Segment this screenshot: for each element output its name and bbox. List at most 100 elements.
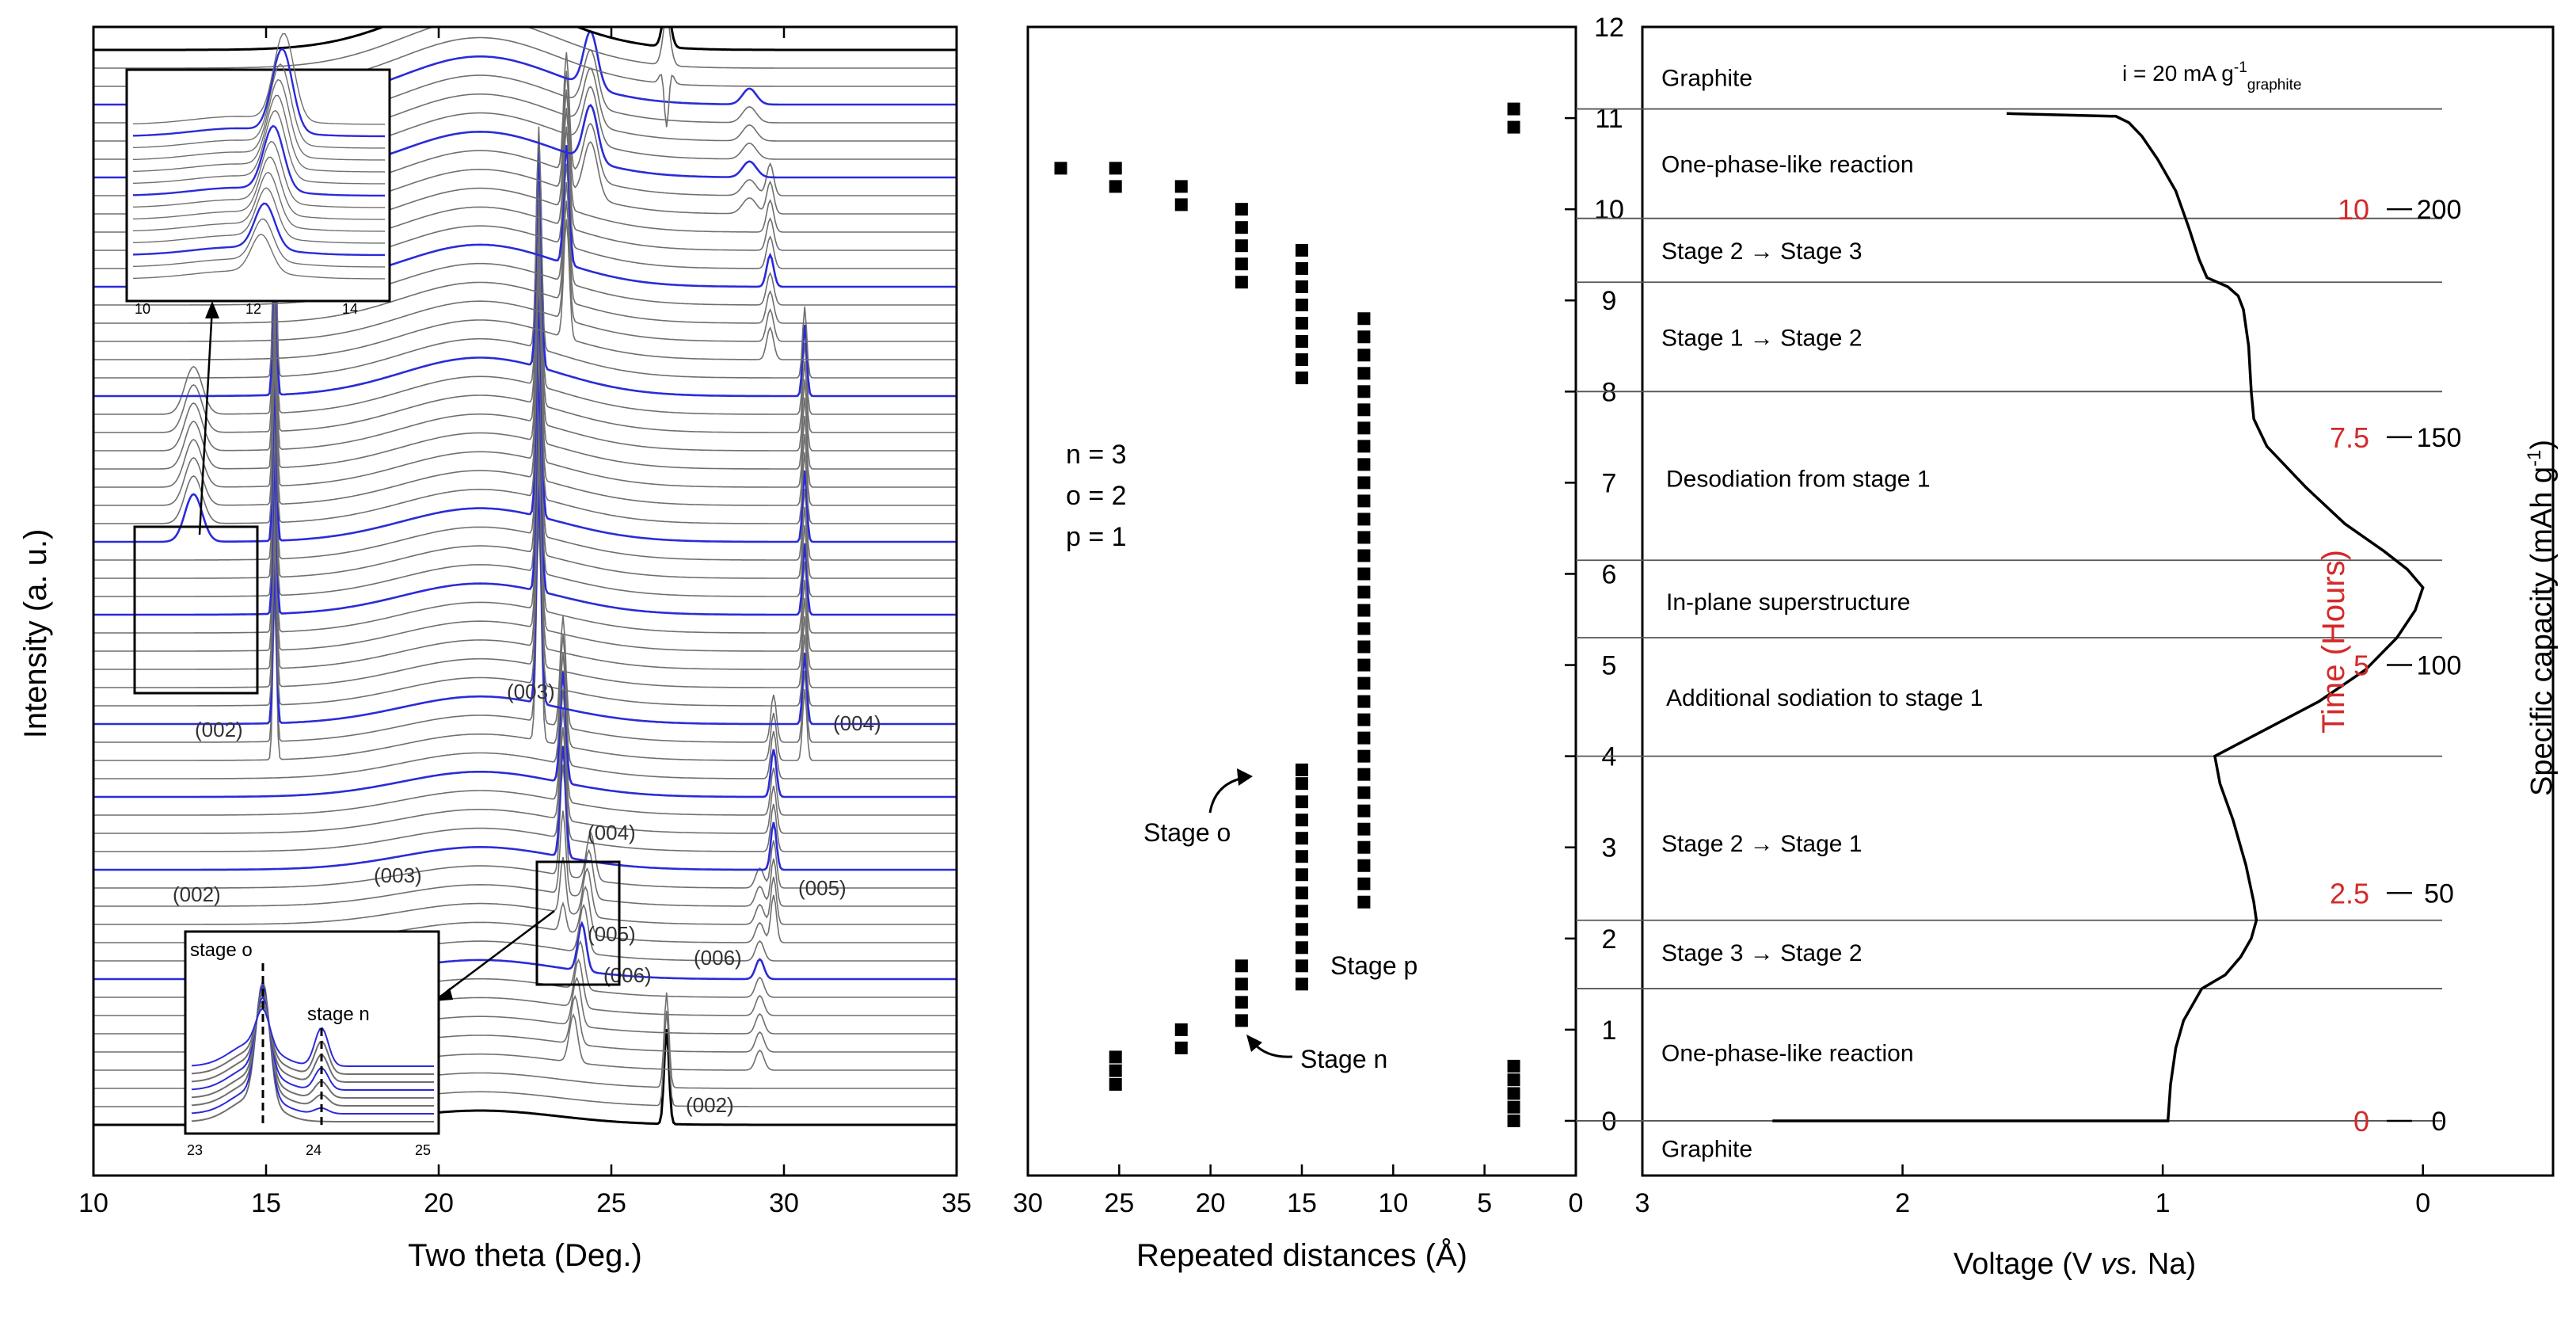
voltage-curve — [1772, 112, 2425, 1122]
step-tick-label: 1 — [1602, 1016, 1617, 1046]
time-axis-label: Time (Hours) — [2316, 550, 2351, 734]
distance-point — [1109, 1064, 1122, 1077]
xrd-trace — [93, 126, 957, 379]
inset-trace — [133, 124, 386, 197]
xrd-trace — [93, 671, 957, 798]
region-label: Graphite — [1661, 65, 1752, 91]
xrd-panel: 10 15 20 25 30 35 Two theta (Deg.) Intensity … — [18, 25, 972, 1273]
peak-label: (003) — [507, 680, 555, 703]
voltage-frame — [1641, 25, 2555, 1177]
capacity-tick-label: 150 — [2417, 423, 2462, 453]
distance-point — [1357, 476, 1371, 490]
inset-trace — [133, 202, 386, 257]
distance-point — [1296, 923, 1308, 936]
distance-point — [1357, 585, 1371, 599]
inset-trace — [191, 999, 434, 1083]
xrd-trace — [93, 369, 957, 616]
distance-point — [1235, 239, 1248, 253]
inset-trace — [191, 995, 434, 1091]
distance-point — [1357, 549, 1371, 562]
stage-p-annotation: Stage p — [1330, 951, 1417, 980]
xrd-trace — [93, 219, 957, 470]
distance-point — [1296, 317, 1308, 330]
step-tick-label: 0 — [1602, 1107, 1617, 1137]
xrd-trace — [93, 163, 957, 415]
distance-point — [1357, 312, 1371, 326]
step-tick-label: 4 — [1602, 742, 1617, 772]
distance-point — [1235, 203, 1248, 216]
xrd-trace — [93, 727, 957, 852]
distance-point — [1357, 804, 1371, 817]
time-tick-label: 10 — [2338, 193, 2369, 226]
distance-point — [1296, 335, 1308, 349]
distance-point — [1235, 996, 1248, 1009]
step-tick-label: 6 — [1602, 559, 1617, 589]
distance-point — [1357, 567, 1371, 581]
step-tick-label: 9 — [1602, 286, 1617, 316]
distance-point — [1357, 768, 1371, 781]
distance-point — [1357, 367, 1371, 380]
voltage-tick-label: 2 — [1895, 1188, 1910, 1218]
xrd-trace — [93, 27, 957, 51]
distance-point — [1507, 120, 1520, 134]
region-label: Additional sodiation to stage 1 — [1666, 685, 1983, 711]
xrd-trace — [93, 27, 957, 69]
peak-label: (002) — [686, 1093, 734, 1117]
note-text: i = 20 mA g — [2122, 61, 2234, 86]
time-tick-label: 2.5 — [2330, 877, 2369, 909]
xrd-tick-label: 10 — [78, 1188, 108, 1218]
capacity-label-part: ) — [2525, 440, 2559, 450]
peak-label: (005) — [588, 922, 636, 946]
distance-point — [1296, 372, 1308, 385]
xrd-trace — [93, 653, 957, 779]
low-angle-highlight-box — [133, 525, 259, 695]
distance-point — [1296, 905, 1308, 918]
inset-trace — [133, 109, 386, 185]
distance-tick-label: 15 — [1287, 1188, 1317, 1218]
peak-label: (006) — [603, 963, 652, 987]
capacity-tick-label: 50 — [2424, 878, 2454, 909]
distance-point — [1507, 1073, 1520, 1087]
inset-trace — [191, 982, 434, 1115]
peak-label: (004) — [833, 711, 881, 735]
step-tick-label: 2 — [1602, 924, 1617, 955]
distance-point — [1357, 877, 1371, 890]
distance-tick-label: 25 — [1104, 1188, 1134, 1218]
region-label: Stage 2 → Stage 3 — [1661, 238, 1863, 265]
distance-point — [1296, 777, 1308, 791]
peak-label: (005) — [798, 876, 847, 900]
inset-trace — [133, 171, 386, 232]
inset-trace — [133, 94, 386, 173]
distance-point — [1235, 959, 1248, 973]
time-tick-label: 7.5 — [2330, 421, 2369, 454]
region-label: Stage 2 → Stage 1 — [1661, 831, 1863, 857]
distance-point — [1357, 531, 1371, 544]
xrd-tick-label: 15 — [251, 1188, 281, 1218]
distance-point — [1357, 458, 1371, 471]
distance-point — [1507, 1059, 1520, 1073]
voltage-ticks: 3 2 1 0 — [1635, 1164, 2430, 1218]
current-density-note: i = 20 mA g-1graphite — [2122, 59, 2301, 93]
distance-point — [1235, 977, 1248, 991]
inset-trace — [191, 978, 434, 1122]
xrd-trace — [93, 182, 957, 433]
xrd-trace — [93, 708, 957, 834]
xrd-trace — [93, 406, 957, 652]
note-sup: -1 — [2234, 59, 2247, 76]
distance-point — [1296, 941, 1308, 955]
distance-point — [1296, 959, 1308, 973]
xrd-trace — [93, 500, 957, 743]
peak-label: (002) — [195, 718, 243, 741]
distance-point — [1507, 102, 1520, 116]
inset-trace — [133, 218, 386, 268]
xrd-trace — [93, 257, 957, 506]
xrd-trace — [93, 425, 957, 670]
distance-point — [1235, 221, 1248, 234]
voltage-label-part: Voltage ( — [1954, 1248, 2072, 1281]
region-label: Stage 3 → Stage 2 — [1661, 940, 1863, 966]
xrd-trace — [93, 163, 957, 306]
distance-panel: 30 25 20 15 10 5 0 Repeated distances (Å) n = … — [1013, 25, 1583, 1273]
arrowhead-icon — [1237, 768, 1253, 786]
distance-point — [1357, 658, 1371, 672]
